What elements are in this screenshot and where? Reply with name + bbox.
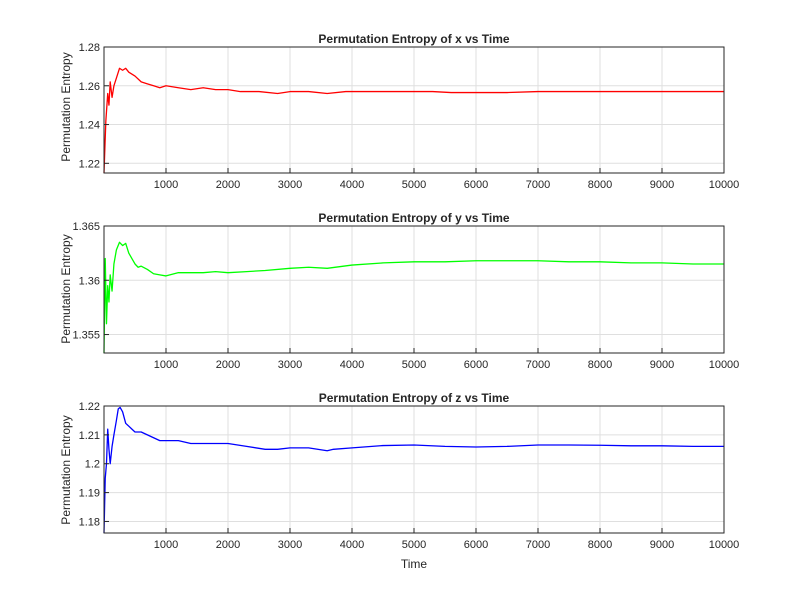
- x-tick-label: 7000: [526, 179, 550, 191]
- x-tick-label: 6000: [464, 359, 488, 371]
- series-layer: [103, 406, 724, 534]
- x-tick-label: 7000: [526, 539, 550, 551]
- y-axis-label: Permutation Entropy: [59, 234, 73, 343]
- series-layer: [103, 241, 724, 354]
- y-tick-label: 1.18: [79, 516, 100, 528]
- x-tick-label: 1000: [154, 539, 178, 551]
- x-tick-label: 4000: [340, 359, 364, 371]
- y-tick-label: 1.26: [79, 81, 100, 93]
- series-layer: [103, 67, 724, 174]
- x-tick-label: 3000: [278, 359, 302, 371]
- x-tick-label: 6000: [464, 539, 488, 551]
- x-tick-label: 6000: [464, 179, 488, 191]
- x-tick-label: 9000: [650, 539, 674, 551]
- x-tick-label: 10000: [709, 359, 740, 371]
- x-tick-label: 4000: [340, 179, 364, 191]
- y-axis-label: Permutation Entropy: [59, 415, 73, 524]
- series-line: [103, 406, 724, 534]
- x-tick-label: 1000: [154, 179, 178, 191]
- y-axis-label: Permutation Entropy: [59, 52, 73, 161]
- x-tick-label: 7000: [526, 359, 550, 371]
- subplot-title: Permutation Entropy of z vs Time: [319, 391, 510, 405]
- series-line: [103, 67, 724, 174]
- x-tick-label: 9000: [650, 179, 674, 191]
- x-tick-label: 8000: [588, 539, 612, 551]
- y-tick-label: 1.21: [79, 430, 100, 442]
- tick-labels: 1000 2000 3000 4000 5000 6000 7000 8000 9000 1000…: [72, 221, 739, 371]
- y-tick-label: 1.355: [72, 330, 100, 342]
- series-line: [103, 241, 724, 354]
- y-tick-label: 1.28: [79, 42, 100, 54]
- y-tick-label: 1.19: [79, 488, 100, 500]
- y-tick-label: 1.22: [79, 158, 100, 170]
- subplot-title: Permutation Entropy of y vs Time: [318, 211, 509, 225]
- x-tick-label: 3000: [278, 539, 302, 551]
- y-tick-label: 1.2: [85, 459, 100, 471]
- x-tick-label: 2000: [216, 539, 240, 551]
- x-tick-label: 3000: [278, 179, 302, 191]
- x-tick-label: 5000: [402, 359, 426, 371]
- x-tick-label: 10000: [709, 539, 740, 551]
- x-tick-label: 2000: [216, 179, 240, 191]
- subplot-title: Permutation Entropy of x vs Time: [318, 32, 509, 46]
- tick-labels: 1000 2000 3000 4000 5000 6000 7000 8000 9000 1000…: [79, 401, 740, 551]
- x-tick-label: 5000: [402, 539, 426, 551]
- x-tick-label: 9000: [650, 359, 674, 371]
- x-tick-label: 8000: [588, 359, 612, 371]
- y-tick-label: 1.24: [79, 120, 100, 132]
- x-tick-label: 4000: [340, 539, 364, 551]
- x-axis-label: Time: [401, 557, 428, 571]
- tick-labels: 1000 2000 3000 4000 5000 6000 7000 8000 9000 1000…: [79, 42, 740, 191]
- subplot-z: Permutation Entropy of z vs Time Permuta…: [59, 391, 739, 571]
- x-tick-label: 8000: [588, 179, 612, 191]
- y-tick-label: 1.22: [79, 401, 100, 413]
- subplot-y: Permutation Entropy of y vs Time Permuta…: [59, 211, 739, 371]
- y-tick-label: 1.36: [79, 275, 100, 287]
- y-tick-label: 1.365: [72, 221, 100, 233]
- subplot-x: Permutation Entropy of x vs Time Permuta…: [59, 32, 739, 191]
- x-tick-label: 1000: [154, 359, 178, 371]
- x-tick-label: 10000: [709, 179, 740, 191]
- x-tick-label: 2000: [216, 359, 240, 371]
- x-tick-label: 5000: [402, 179, 426, 191]
